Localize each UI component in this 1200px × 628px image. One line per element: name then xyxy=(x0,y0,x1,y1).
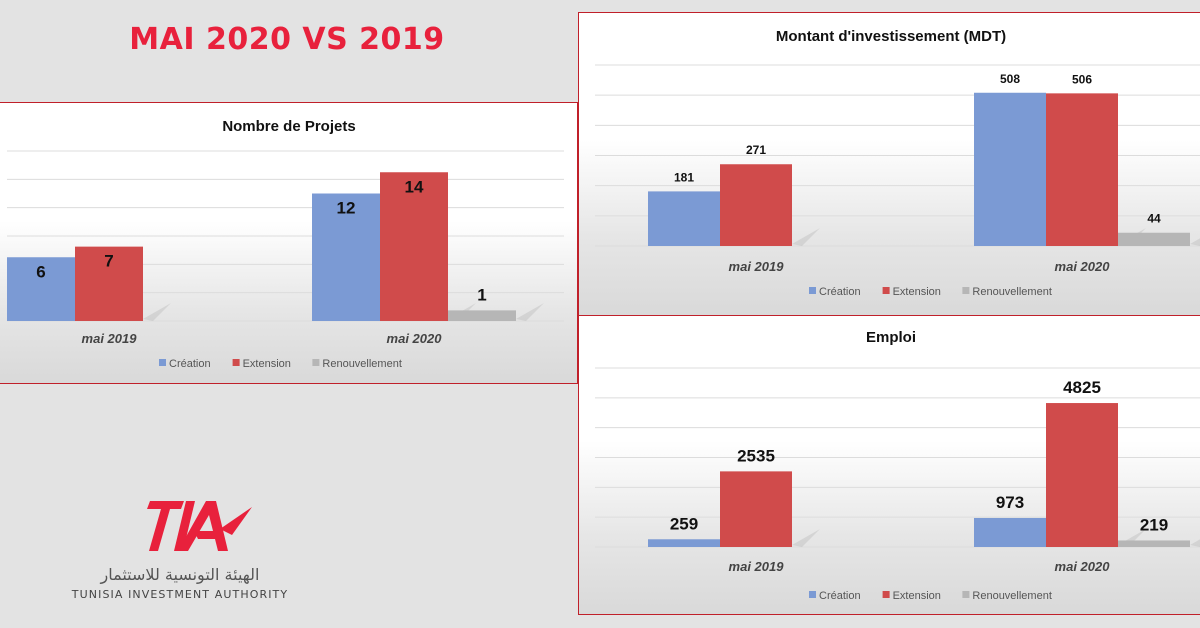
data-label: 973 xyxy=(996,493,1024,512)
bar-shadow xyxy=(1190,238,1200,246)
tia-logo-mark-icon xyxy=(147,501,252,551)
category-label: mai 2020 xyxy=(1055,559,1111,574)
bar-renouvellement-mai-2020 xyxy=(1118,232,1190,246)
data-label: 181 xyxy=(674,170,694,184)
data-label: 4825 xyxy=(1063,378,1101,397)
data-label: 6 xyxy=(36,262,45,281)
legend-label-creation: Création xyxy=(819,286,861,298)
bar-creation-mai-2020 xyxy=(974,517,1046,547)
category-label: mai 2019 xyxy=(729,559,785,574)
logo-english-text: TUNISIA INVESTMENT AUTHORITY xyxy=(71,588,289,601)
chart-panel-nombre-de-projets: Nombre de Projets 6 12 7 14 1 mai 2019 mai 2020… xyxy=(0,102,578,384)
data-label: 219 xyxy=(1140,515,1168,534)
bar-renouvellement-mai-2020 xyxy=(448,310,516,321)
chart-emploi: Emploi 259 973 2535 4825 219 mai 2019 mai 2020 C… xyxy=(595,329,1200,602)
bar-extension-mai-2020 xyxy=(380,172,448,321)
legend-swatch-creation xyxy=(809,591,816,598)
bar-creation-mai-2020 xyxy=(974,92,1046,247)
category-label: mai 2019 xyxy=(82,331,138,346)
legend-label-renouvellement: Renouvellement xyxy=(972,286,1052,298)
legend-label-creation: Création xyxy=(169,358,211,370)
chart-title: Nombre de Projets xyxy=(222,118,355,135)
bar-shadow xyxy=(143,303,171,321)
category-label: mai 2020 xyxy=(1055,259,1111,274)
data-label: 12 xyxy=(337,199,356,218)
legend-label-creation: Création xyxy=(819,590,861,602)
data-label: 14 xyxy=(405,177,424,196)
legend-swatch-extension xyxy=(882,591,890,598)
data-label: 1 xyxy=(477,285,486,304)
bar-extension-mai-2019 xyxy=(720,164,792,246)
bar-renouvellement-mai-2020 xyxy=(1118,540,1190,547)
data-label: 506 xyxy=(1072,72,1092,86)
bar-extension-mai-2020 xyxy=(1046,93,1118,247)
chart-nombre-de-projets: Nombre de Projets 6 12 7 14 1 mai 2019 mai 2020… xyxy=(7,118,564,370)
bar-creation-mai-2019 xyxy=(7,257,75,321)
legend-label-renouvellement: Renouvellement xyxy=(972,590,1052,602)
legend-label-extension: Extension xyxy=(893,590,941,602)
bar-extension-mai-2019 xyxy=(720,471,792,547)
category-label: mai 2020 xyxy=(387,331,443,346)
tia-logo: الهيئة التونسية للاستثمار TUNISIA INVEST… xyxy=(60,495,300,615)
bar-shadow xyxy=(516,303,544,321)
legend-swatch-renouvellement xyxy=(962,287,970,294)
bar-creation-mai-2020 xyxy=(312,193,380,321)
data-label: 44 xyxy=(1147,212,1161,226)
data-label: 271 xyxy=(746,143,766,157)
legend-swatch-renouvellement xyxy=(962,591,970,598)
chart-title: Montant d'investissement (MDT) xyxy=(776,28,1006,45)
bar-creation-mai-2019 xyxy=(648,539,720,547)
legend-swatch-extension xyxy=(232,359,240,366)
data-label: 7 xyxy=(104,252,113,271)
bar-extension-mai-2020 xyxy=(1046,403,1118,547)
legend-label-renouvellement: Renouvellement xyxy=(322,358,402,370)
logo-arabic-text: الهيئة التونسية للاستثمار xyxy=(100,565,260,584)
legend-label-extension: Extension xyxy=(243,358,291,370)
data-label: 259 xyxy=(670,514,698,533)
bar-extension-mai-2019 xyxy=(75,246,143,321)
chart-montant-investissement: Montant d'investissement (MDT) 181 508 271 5… xyxy=(595,28,1200,298)
chart-panel-montant-investissement: Montant d'investissement (MDT) 181 508 271 5… xyxy=(578,12,1200,316)
bar-shadow xyxy=(1190,539,1200,547)
bar-creation-mai-2019 xyxy=(648,191,720,246)
bar-shadow xyxy=(792,529,820,547)
page-title: MAI 2020 VS 2019 xyxy=(129,22,445,57)
data-label: 508 xyxy=(1000,72,1020,86)
legend-swatch-creation xyxy=(809,287,816,294)
legend-swatch-creation xyxy=(159,359,166,366)
legend-swatch-renouvellement xyxy=(312,359,320,366)
legend-label-extension: Extension xyxy=(893,286,941,298)
legend-swatch-extension xyxy=(882,287,890,294)
chart-panel-emploi: Emploi 259 973 2535 4825 219 mai 2019 mai 2020 C… xyxy=(578,315,1200,615)
data-label: 2535 xyxy=(737,446,775,465)
chart-title: Emploi xyxy=(866,329,916,346)
category-label: mai 2019 xyxy=(729,259,785,274)
bar-shadow xyxy=(792,228,820,246)
